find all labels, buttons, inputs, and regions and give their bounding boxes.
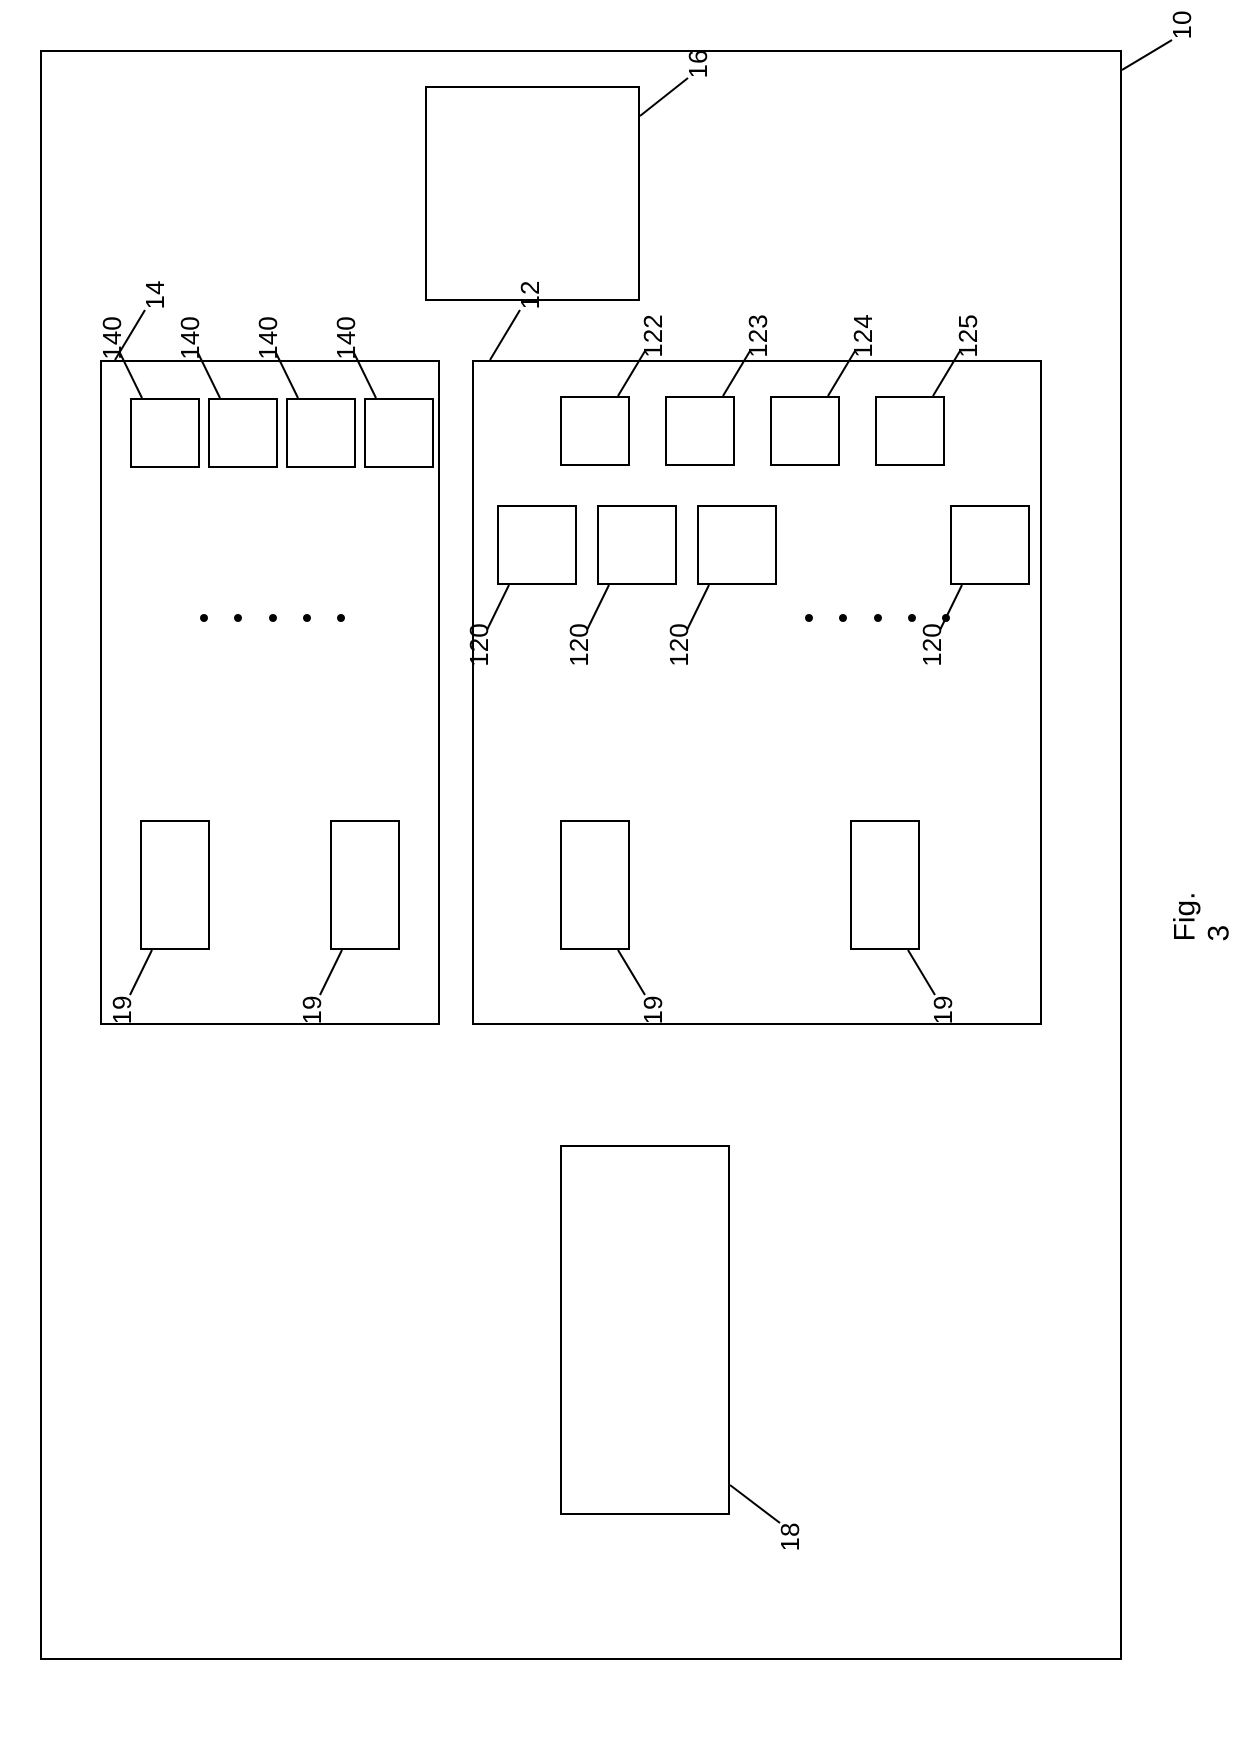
ref-label-19: 19 — [297, 980, 327, 1040]
ref-label-19: 19 — [107, 980, 137, 1040]
ref-label-125: 125 — [953, 306, 983, 366]
ref-label-123: 123 — [743, 306, 773, 366]
ref-label-122: 122 — [638, 306, 668, 366]
box-18 — [560, 1145, 730, 1515]
box14-row1-0 — [130, 398, 200, 468]
box12-row1-2 — [770, 396, 840, 466]
box14-row3-1 — [330, 820, 400, 950]
box12-row1-3 — [875, 396, 945, 466]
ref-label-120: 120 — [664, 615, 694, 675]
box12-row1-1 — [665, 396, 735, 466]
ref-label-12: 12 — [515, 265, 545, 325]
ref-label-140: 140 — [97, 308, 127, 368]
ref-label-16: 16 — [683, 34, 713, 94]
figure-caption: Fig. 3 — [1169, 867, 1237, 942]
ref-label-140: 140 — [175, 308, 205, 368]
box14-row3-0 — [140, 820, 210, 950]
box14-row1-2 — [286, 398, 356, 468]
box12-row2-2 — [697, 505, 777, 585]
ref-label-14: 14 — [140, 265, 170, 325]
box14-row1-3 — [364, 398, 434, 468]
ref-label-140: 140 — [253, 308, 283, 368]
box14-row1-1 — [208, 398, 278, 468]
ref-label-124: 124 — [848, 306, 878, 366]
box12-row2-1 — [597, 505, 677, 585]
ref-label-18: 18 — [775, 1507, 805, 1567]
diagram-stage: 1016141401401401401919121221231241251201… — [0, 0, 1240, 1741]
box12-row1-0 — [560, 396, 630, 466]
box12-row2-0 — [497, 505, 577, 585]
box-12 — [472, 360, 1042, 1025]
box12-row2-3 — [950, 505, 1030, 585]
ref-label-10: 10 — [1167, 0, 1197, 55]
box12-row3-1 — [850, 820, 920, 950]
ref-label-120: 120 — [464, 615, 494, 675]
box12-row3-0 — [560, 820, 630, 950]
ref-label-19: 19 — [638, 980, 668, 1040]
ellipsis-dots — [805, 613, 950, 623]
ellipsis-dots — [200, 613, 345, 623]
ref-label-19: 19 — [928, 980, 958, 1040]
ref-label-140: 140 — [331, 308, 361, 368]
ref-label-120: 120 — [564, 615, 594, 675]
ref-label-120: 120 — [917, 615, 947, 675]
